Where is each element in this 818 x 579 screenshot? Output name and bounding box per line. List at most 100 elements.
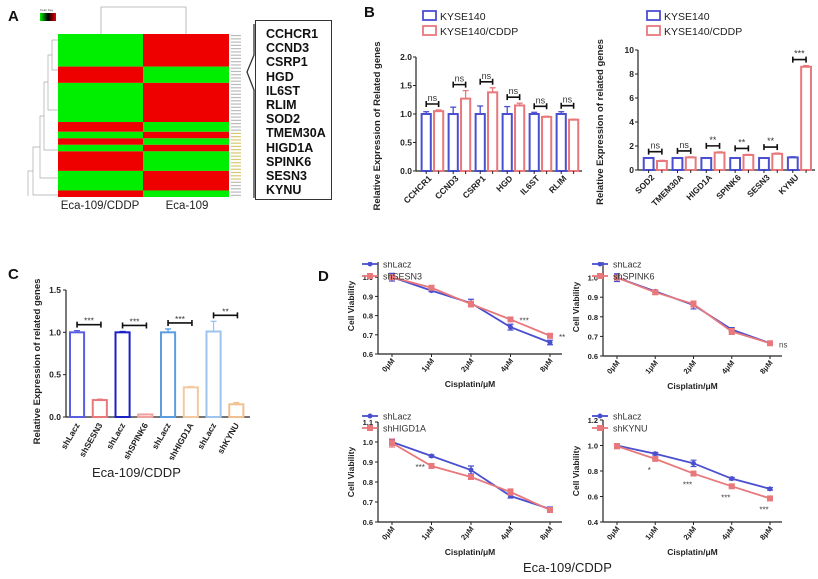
significance-bracket <box>791 56 807 63</box>
legend-swatch <box>422 25 437 36</box>
panel-label-d: D <box>318 268 329 285</box>
significance-label: *** <box>520 316 529 325</box>
data-point <box>652 455 659 462</box>
y-tick-label: 0.5 <box>49 370 61 380</box>
heatmap-cell <box>143 122 229 132</box>
legend-marker <box>367 262 373 267</box>
data-point <box>468 467 474 473</box>
x-tick-label: HGD <box>494 173 514 193</box>
data-point <box>428 284 435 291</box>
significance-label: ns <box>779 340 787 349</box>
x-tick-label: 0μM <box>605 525 622 542</box>
data-point <box>507 489 514 495</box>
y-tick-label: 0.4 <box>588 518 599 527</box>
y-tick-label: 1.2 <box>588 416 598 425</box>
x-tick-label: 8μM <box>758 359 775 376</box>
significance-bracket <box>212 312 239 319</box>
y-axis-label: Relative Expression of Related genes <box>372 42 383 211</box>
y-tick-label: 1.0 <box>400 109 412 119</box>
significance-label: *** <box>759 505 768 514</box>
legend-marker <box>597 425 603 431</box>
y-tick-label: 1.5 <box>49 285 61 295</box>
x-tick-label: 2μM <box>681 525 698 542</box>
legend-label: KYSE140/CDDP <box>664 26 742 38</box>
bar <box>528 113 540 172</box>
data-point <box>389 274 395 281</box>
significance-label: ** <box>222 306 229 316</box>
x-tick-label: SOD2 <box>633 172 657 196</box>
x-tick-label: 8μM <box>538 525 555 542</box>
x-axis-label: Cisplatin/μM <box>667 381 718 391</box>
heatmap-cell <box>58 66 143 83</box>
legend-label: shHIGD1A <box>383 424 426 434</box>
significance-label: ns <box>651 141 661 151</box>
significance-label: ** <box>767 136 775 146</box>
bar <box>447 113 459 172</box>
significance-label: ns <box>509 86 519 96</box>
gene-label: CSRP1 <box>266 55 308 70</box>
color-key-bar <box>40 13 56 21</box>
data-point <box>767 495 773 502</box>
row-label-mark <box>231 188 241 190</box>
y-axis-label: Cell Viability <box>571 446 581 497</box>
significance-label: *** <box>175 314 186 324</box>
x-tick-label: shLacz <box>59 421 82 451</box>
heatmap-cell <box>143 66 229 83</box>
row-label-mark <box>231 142 241 144</box>
row-label-mark <box>231 181 241 183</box>
highlighted-genes-box: CCHCR1 CCND3 CSRP1 HGD IL6ST RLIM SOD2 TMEM30A H… <box>255 20 332 200</box>
data-point <box>468 301 474 308</box>
data-point <box>767 486 773 492</box>
legend-marker <box>367 425 373 431</box>
heatmap-cell <box>143 190 229 197</box>
bar <box>758 157 770 171</box>
row-label-mark <box>231 116 241 118</box>
row-label-mark <box>231 67 241 69</box>
row-label-mark <box>231 165 241 167</box>
significance-label: *** <box>794 49 805 59</box>
y-axis-label: Relative Expression of related genes <box>595 39 606 205</box>
row-label-mark <box>231 123 241 125</box>
y-tick-label: 0.8 <box>588 313 598 322</box>
y-tick-label: 0.0 <box>400 166 412 176</box>
legend-label: shKYNU <box>613 424 648 434</box>
x-tick-label: TMEM30A <box>649 172 685 208</box>
y-tick-label: 1.0 <box>588 274 598 283</box>
y-tick-label: 1.0 <box>49 327 61 337</box>
legend-label: KYSE140 <box>664 11 710 23</box>
data-point <box>691 460 696 466</box>
heatmap-cell <box>58 170 143 191</box>
series-line <box>391 276 551 344</box>
bar <box>137 413 154 419</box>
data-point <box>508 324 513 330</box>
row-label-mark <box>231 100 241 102</box>
y-tick-label: 0.7 <box>363 331 373 340</box>
significance-label: ns <box>482 71 492 81</box>
legend-label: KYSE140 <box>440 11 486 23</box>
heatmap-cell <box>58 131 143 139</box>
legend-label: shLacz <box>613 412 642 422</box>
row-label-mark <box>231 191 241 193</box>
row-label-mark <box>231 162 241 164</box>
row-label-mark <box>231 61 241 63</box>
row-label-mark <box>231 80 241 82</box>
bar <box>514 104 526 172</box>
bar <box>729 157 742 171</box>
x-tick-label: 4μM <box>720 359 737 376</box>
row-label-mark <box>231 90 241 92</box>
bar <box>160 331 177 418</box>
significance-bracket <box>167 319 193 326</box>
legend-swatch <box>646 25 661 36</box>
significance-label: ns <box>428 93 438 103</box>
significance-label: ** <box>738 137 746 147</box>
data-point <box>652 289 659 296</box>
significance-label: *** <box>683 481 692 490</box>
x-tick-label: SPINK6 <box>714 172 743 201</box>
legend-label: shLacz <box>383 412 412 422</box>
gene-label: CCND3 <box>266 41 310 56</box>
series-line <box>616 276 771 345</box>
significance-bracket <box>647 148 663 155</box>
panel-label-a: A <box>8 8 19 25</box>
y-tick-label: 0.6 <box>588 493 598 502</box>
